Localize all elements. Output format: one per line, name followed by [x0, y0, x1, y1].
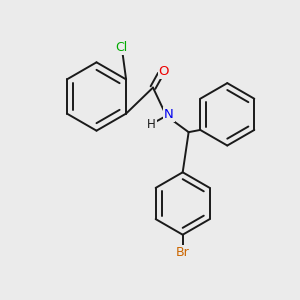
Text: O: O [159, 65, 169, 78]
Text: H: H [147, 118, 156, 131]
Text: Cl: Cl [116, 41, 128, 54]
Text: N: N [164, 108, 174, 121]
Text: Br: Br [176, 246, 190, 259]
